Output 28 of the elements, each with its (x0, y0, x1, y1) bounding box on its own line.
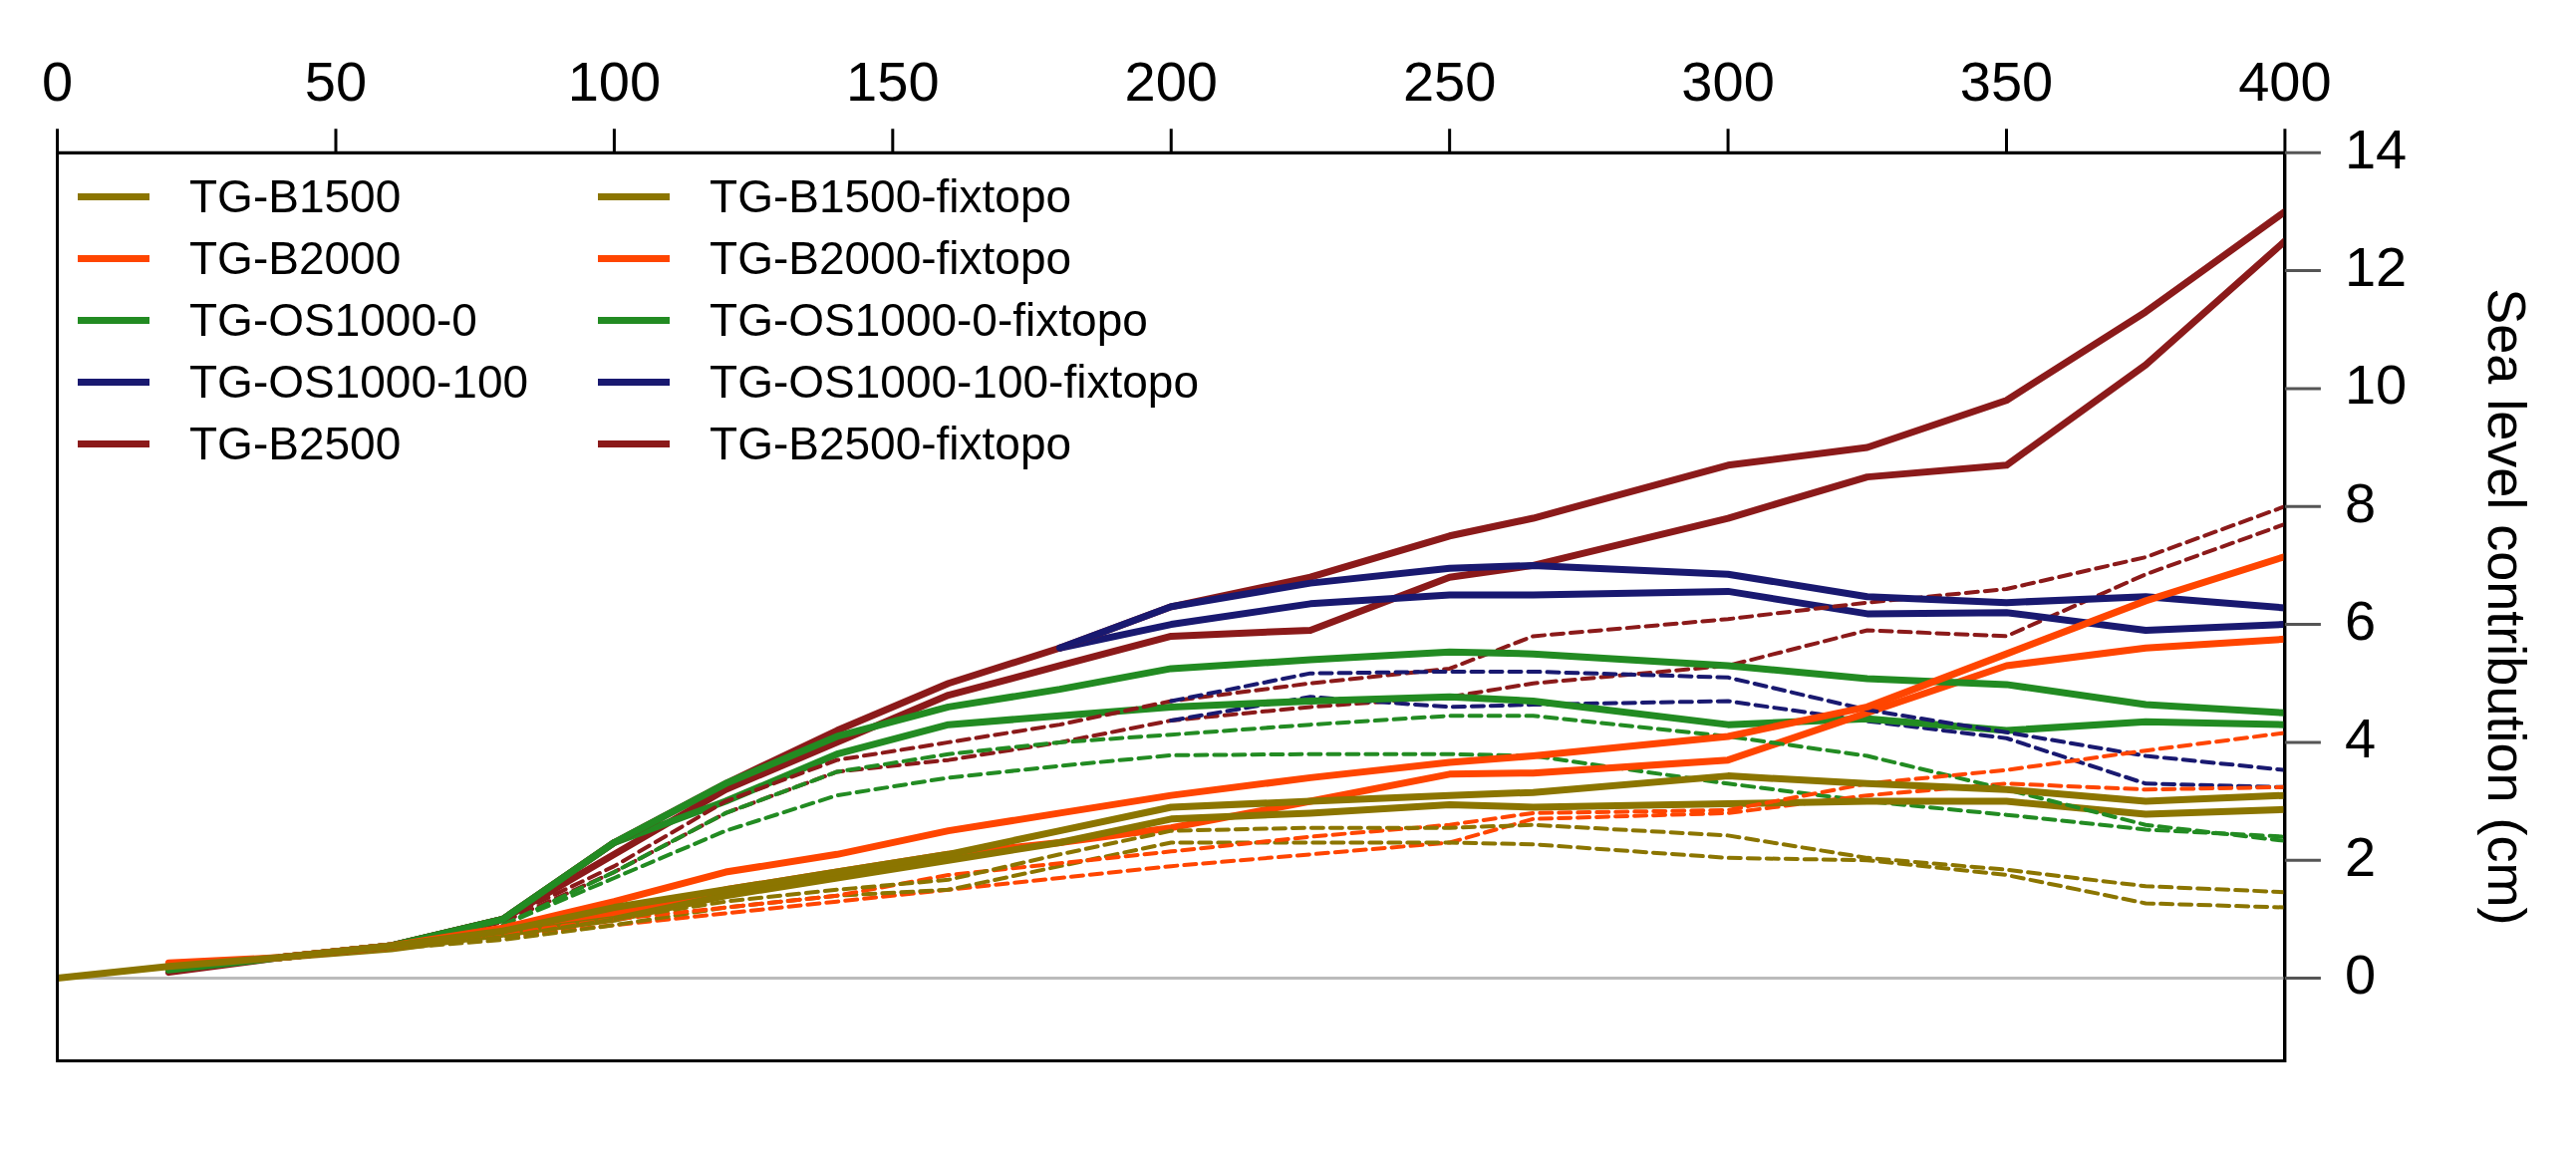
x-tick-label: 50 (304, 50, 368, 114)
x-tick-label: 250 (1402, 50, 1497, 114)
y-tick-label: 14 (2344, 117, 2408, 180)
legend-label: TG-B2500 (189, 417, 402, 471)
legend-label: TG-OS1000-100 (189, 355, 529, 410)
x-tick-label: 150 (846, 50, 940, 114)
legend-label: TG-OS1000-100-fixtopo (710, 355, 1199, 410)
legend-label: TG-OS1000-0-fixtopo (710, 293, 1148, 348)
legend-label: TG-B2000 (189, 231, 402, 286)
y-tick-label: 6 (2344, 588, 2377, 652)
y-tick-label: 10 (2344, 353, 2408, 417)
x-tick-label: 400 (2238, 50, 2332, 114)
legend-label: TG-B2000-fixtopo (710, 231, 1072, 286)
legend-label: TG-B1500-fixtopo (710, 169, 1072, 224)
legend-label: TG-B2500-fixtopo (710, 417, 1072, 471)
y-tick-label: 4 (2344, 707, 2377, 770)
legend-label: TG-OS1000-0 (189, 293, 477, 348)
y-tick-label: 8 (2344, 470, 2377, 534)
x-tick-label: 350 (1959, 50, 2054, 114)
legend-label: TG-B1500 (189, 169, 402, 224)
x-tick-label: 200 (1124, 50, 1218, 114)
y-axis-title: Sea level contribution (cm) (2476, 288, 2537, 926)
y-tick-label: 0 (2344, 943, 2377, 1006)
y-tick-label: 12 (2344, 234, 2408, 298)
x-tick-label: 100 (567, 50, 662, 114)
y-tick-label: 2 (2344, 824, 2377, 888)
x-tick-label: 300 (1681, 50, 1775, 114)
x-tick-label: 0 (41, 50, 74, 114)
